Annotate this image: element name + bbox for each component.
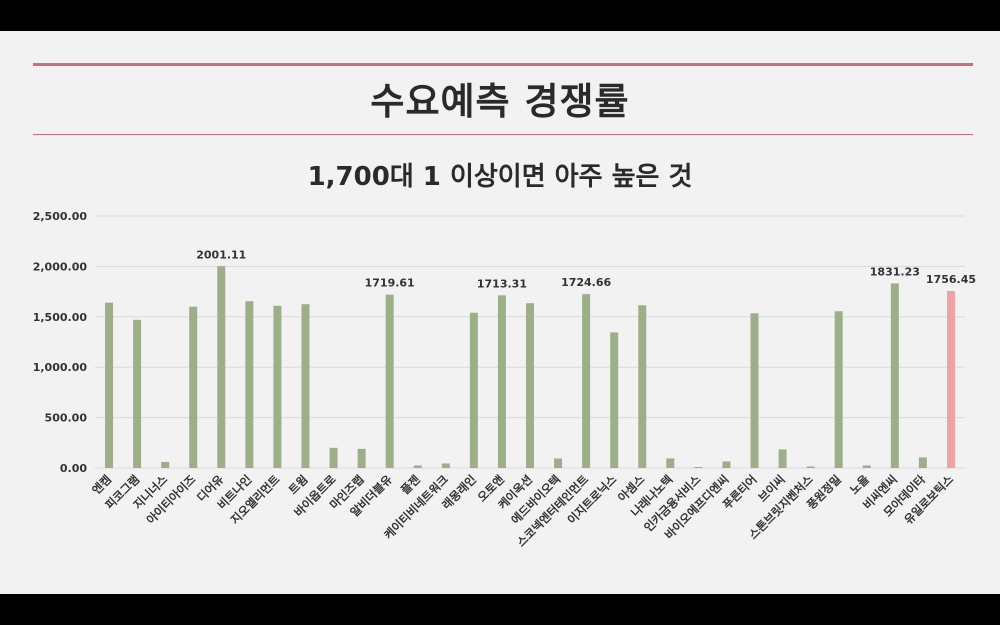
bar (161, 461, 170, 468)
data-label: 1756.45 (926, 273, 976, 286)
bar (526, 303, 534, 468)
bar (722, 461, 731, 468)
bar (217, 266, 226, 468)
bar (133, 319, 142, 468)
bar (694, 466, 703, 468)
bar (862, 465, 871, 468)
bar (666, 458, 675, 468)
bar (638, 305, 647, 468)
bar (105, 302, 114, 468)
data-label: 1831.23 (870, 265, 920, 278)
bar (189, 306, 198, 468)
bar (918, 457, 927, 468)
bar (497, 295, 506, 468)
bar (834, 311, 843, 468)
bar (582, 294, 591, 468)
slide: 수요예측 경쟁률 1,700대 1 이상이면 아주 높은 것 0.00 500.0… (0, 31, 1000, 594)
data-label: 1713.31 (477, 277, 527, 290)
bar (413, 465, 422, 468)
y-tick-label: 1,500.00 (33, 311, 88, 324)
bar (441, 463, 450, 468)
bar (385, 294, 394, 468)
bar (946, 290, 955, 468)
data-label: 1719.61 (365, 277, 415, 290)
y-tick-label: 0.00 (60, 462, 87, 475)
y-tick-label: 1,000.00 (33, 361, 88, 374)
y-tick-label: 2,000.00 (33, 260, 88, 273)
bar (245, 301, 254, 468)
bar (273, 305, 282, 468)
bar (469, 312, 478, 468)
top-rule (33, 63, 973, 66)
bar (778, 449, 787, 468)
y-tick-label: 2,500.00 (33, 210, 88, 223)
y-tick-label: 500.00 (45, 412, 88, 425)
bar (890, 283, 899, 468)
bar (329, 447, 338, 468)
bar (554, 458, 563, 468)
bar (750, 313, 759, 468)
bar (301, 304, 310, 468)
bar (610, 332, 619, 468)
title-rule (33, 134, 973, 135)
page-subtitle: 1,700대 1 이상이면 아주 높은 것 (307, 162, 693, 192)
bar-chart: 0.00 500.00 1,000.00 1,500.00 2,000.00 2,500.… (33, 210, 976, 549)
data-label: 2001.11 (196, 248, 246, 261)
data-label: 1724.66 (561, 276, 611, 289)
bar (357, 448, 366, 468)
bar (806, 466, 815, 468)
page-title: 수요예측 경쟁률 (370, 80, 630, 123)
